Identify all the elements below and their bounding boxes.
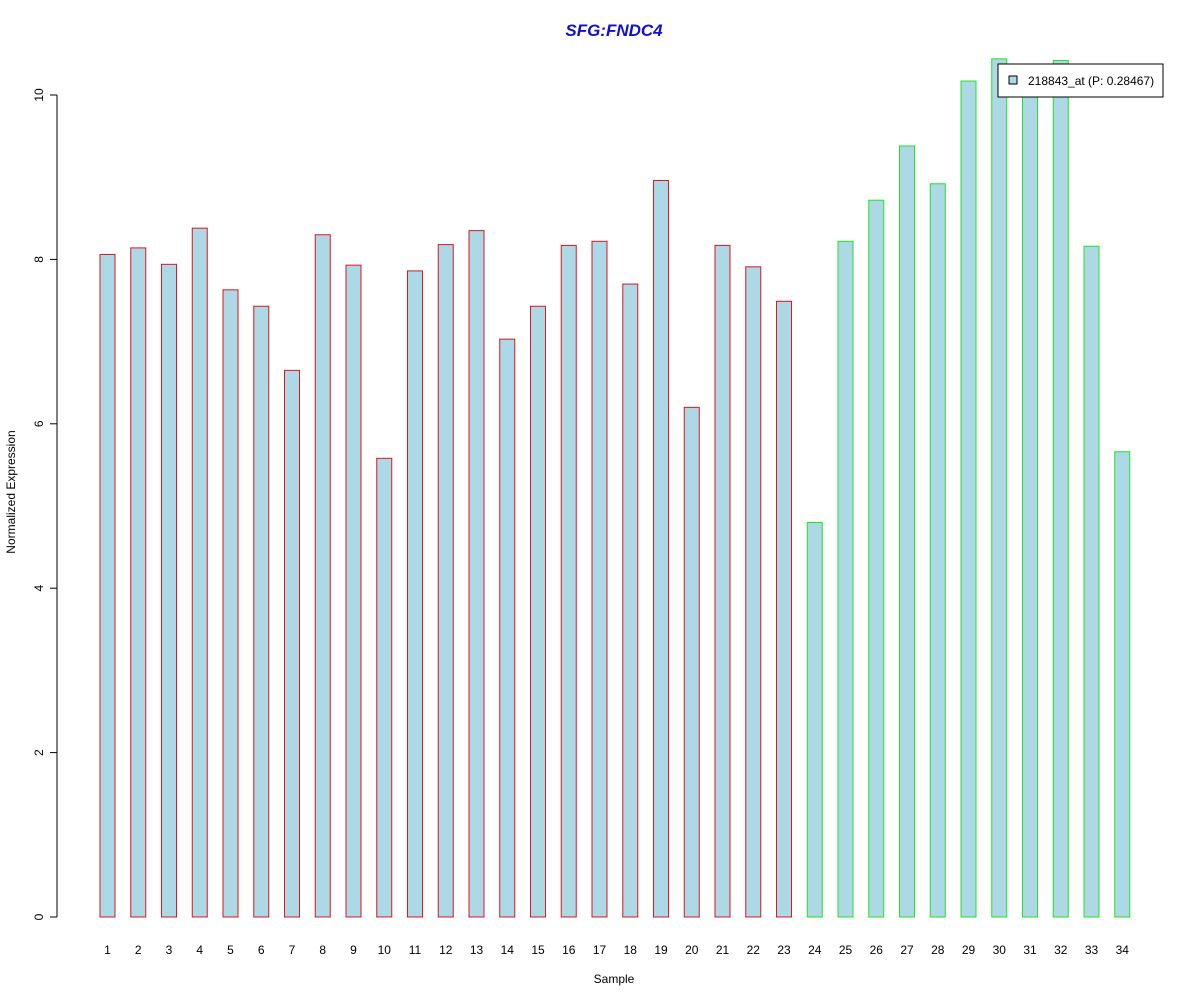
bar <box>806 521 823 918</box>
x-tick-label: 25 <box>839 943 853 957</box>
x-tick-label: 9 <box>350 943 357 957</box>
bars <box>99 58 1131 918</box>
y-tick-label: 8 <box>32 256 46 263</box>
bar <box>253 305 270 918</box>
chart-title: SFG:FNDC4 <box>565 21 663 40</box>
x-tick-label: 13 <box>470 943 484 957</box>
bar <box>929 183 946 918</box>
x-tick-label: 18 <box>624 943 638 957</box>
y-tick-label: 2 <box>32 749 46 756</box>
bar <box>837 240 854 918</box>
bar <box>622 283 639 918</box>
x-tick-label: 31 <box>1023 943 1037 957</box>
x-tick-label: 29 <box>962 943 976 957</box>
bar <box>776 300 792 918</box>
x-tick-label: 1 <box>104 943 111 957</box>
bar <box>222 289 239 918</box>
legend: 218843_at (P: 0.28467) <box>997 63 1164 98</box>
bar <box>376 457 393 918</box>
bar <box>1114 451 1131 918</box>
bar <box>653 179 669 918</box>
x-tick-label: 19 <box>654 943 668 957</box>
x-tick-label: 6 <box>258 943 265 957</box>
bar <box>1052 59 1069 918</box>
bar <box>99 253 116 918</box>
y-tick-label: 10 <box>32 88 46 102</box>
bar <box>960 80 977 918</box>
x-tick-label: 21 <box>716 943 730 957</box>
bar <box>1083 245 1100 918</box>
bar <box>899 145 915 918</box>
bar <box>560 244 577 918</box>
x-tick-labels: 1 2 3 4 5 6 7 8 9 10 11 12 13 14 15 16 17 18 19 20 21 22 23 24 2… <box>104 943 1129 957</box>
bar <box>284 369 300 918</box>
bar <box>1022 86 1038 918</box>
bar <box>745 266 762 918</box>
x-tick-label: 32 <box>1054 943 1068 957</box>
bar <box>161 263 177 918</box>
x-tick-label: 24 <box>808 943 822 957</box>
bar <box>314 234 331 918</box>
bar <box>468 230 485 918</box>
x-tick-label: 17 <box>593 943 607 957</box>
bar <box>868 199 885 918</box>
bar <box>499 338 516 918</box>
x-tick-label: 4 <box>196 943 203 957</box>
legend-label: 218843_at (P: 0.28467) <box>1028 74 1154 88</box>
x-tick-label: 30 <box>993 943 1007 957</box>
x-tick-label: 3 <box>166 943 173 957</box>
y-tick-label: 0 <box>32 913 46 920</box>
x-tick-label: 33 <box>1085 943 1099 957</box>
x-tick-label: 23 <box>777 943 791 957</box>
x-tick-label: 2 <box>135 943 142 957</box>
bar <box>683 406 700 918</box>
bar <box>530 305 546 918</box>
bar <box>130 247 147 918</box>
x-tick-label: 7 <box>289 943 296 957</box>
x-tick-label: 26 <box>870 943 884 957</box>
bar <box>437 244 454 918</box>
x-tick-label: 8 <box>319 943 326 957</box>
y-tick-label: 6 <box>32 420 46 427</box>
x-tick-label: 20 <box>685 943 699 957</box>
bar <box>407 270 423 918</box>
bar <box>714 244 731 918</box>
x-axis-label: Sample <box>594 972 635 986</box>
x-tick-label: 22 <box>747 943 761 957</box>
legend-box <box>997 63 1164 98</box>
y-axis-label: Normalized Expression <box>4 430 18 553</box>
x-tick-label: 5 <box>227 943 234 957</box>
y-tick-label: 4 <box>32 585 46 592</box>
x-tick-label: 34 <box>1116 943 1130 957</box>
x-tick-label: 12 <box>439 943 453 957</box>
x-tick-label: 16 <box>562 943 576 957</box>
bar <box>591 240 608 918</box>
bar <box>345 264 362 918</box>
bar <box>991 58 1008 918</box>
x-tick-label: 10 <box>378 943 392 957</box>
y-axis: 0 2 4 6 8 10 <box>32 88 58 920</box>
x-tick-label: 11 <box>409 943 422 957</box>
x-tick-label: 14 <box>501 943 515 957</box>
legend-swatch <box>1008 75 1018 85</box>
bar <box>191 227 208 918</box>
x-tick-label: 28 <box>931 943 945 957</box>
x-tick-label: 27 <box>900 943 914 957</box>
x-tick-label: 15 <box>531 943 545 957</box>
